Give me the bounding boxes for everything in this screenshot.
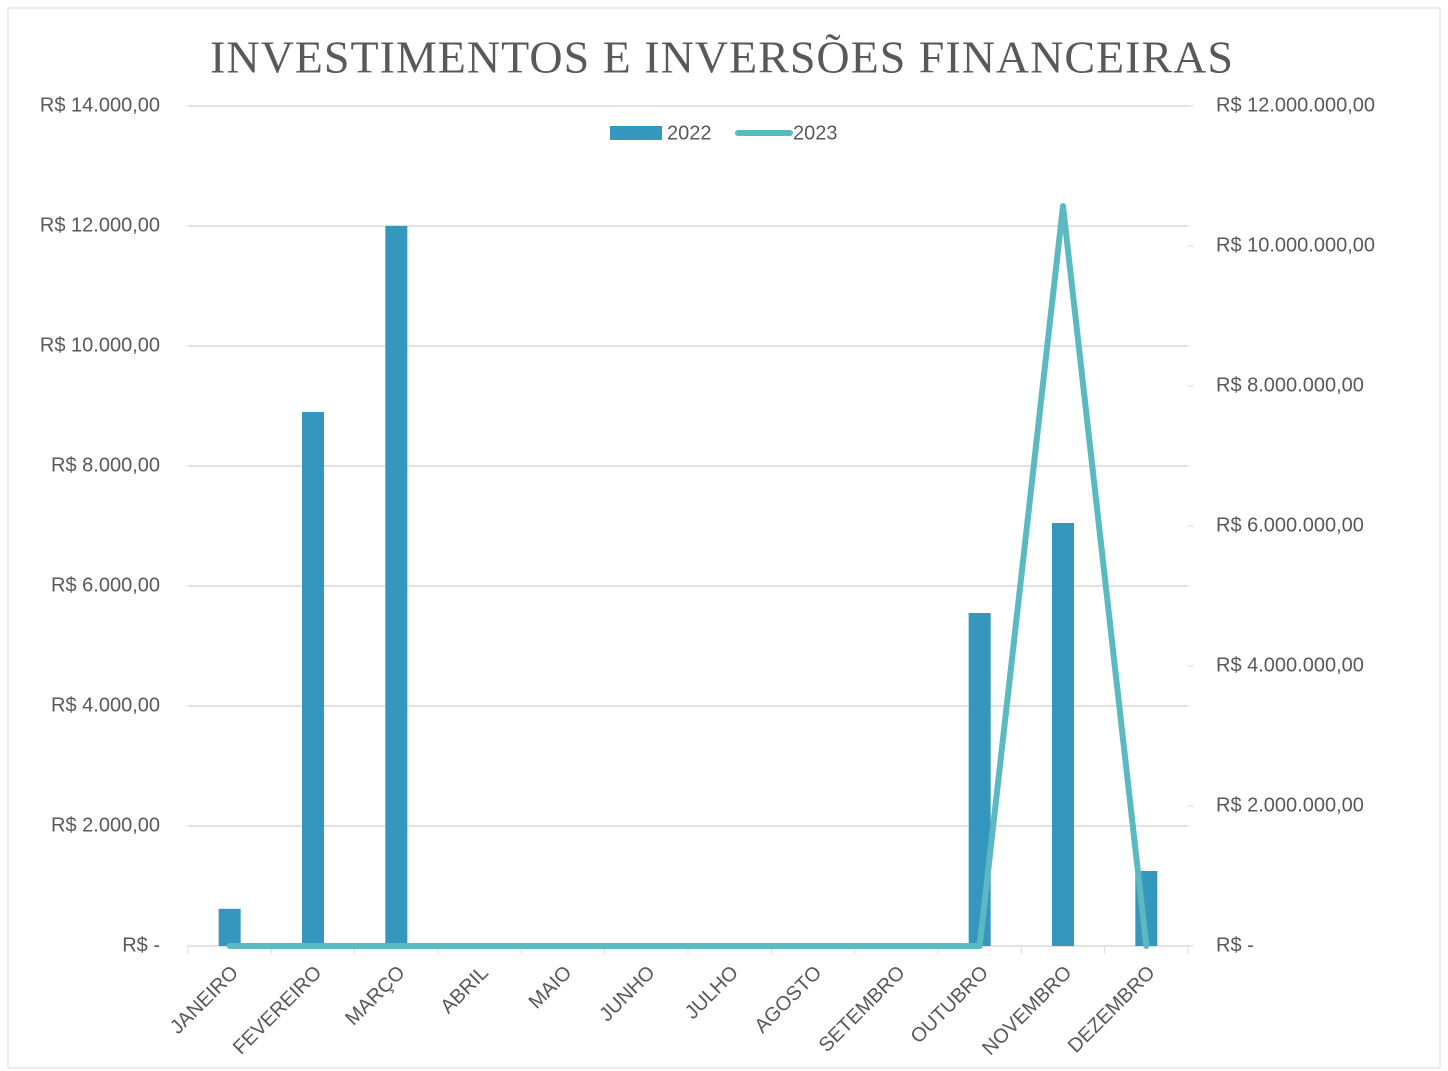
legend-label: 2023 — [793, 122, 838, 144]
chart-title: INVESTIMENTOS E INVERSÕES FINANCEIRAS — [210, 32, 1234, 83]
chart-frame — [7, 7, 1441, 1069]
bar — [1052, 523, 1074, 946]
y2-tick-label: R$ 4.000.000,00 — [1216, 654, 1364, 676]
bar — [218, 908, 241, 946]
line — [226, 203, 1150, 949]
y-tick-label: R$ 6.000,00 — [51, 574, 160, 596]
legend-swatch — [610, 126, 662, 140]
legend-label: 2022 — [667, 122, 712, 144]
bar — [968, 613, 991, 946]
y2-tick-label: R$ 12.000.000,00 — [1216, 94, 1375, 116]
y-tick-label: R$ 8.000,00 — [51, 454, 160, 476]
bar — [385, 226, 408, 946]
y-tick-label: R$ 10.000,00 — [40, 334, 160, 356]
y2-tick-label: R$ 6.000.000,00 — [1216, 514, 1364, 536]
y-tick-label: R$ 14.000,00 — [40, 94, 160, 116]
y2-tick-label: R$ - — [1216, 934, 1254, 956]
y2-tick-label: R$ 10.000.000,00 — [1216, 234, 1375, 256]
y-tick-label: R$ - — [122, 934, 160, 956]
bar — [302, 412, 324, 946]
y-tick-label: R$ 12.000,00 — [40, 214, 160, 236]
y-tick-label: R$ 2.000,00 — [51, 814, 160, 836]
y-tick-label: R$ 4.000,00 — [51, 694, 160, 716]
y2-tick-label: R$ 2.000.000,00 — [1216, 794, 1364, 816]
y2-tick-label: R$ 8.000.000,00 — [1216, 374, 1364, 396]
